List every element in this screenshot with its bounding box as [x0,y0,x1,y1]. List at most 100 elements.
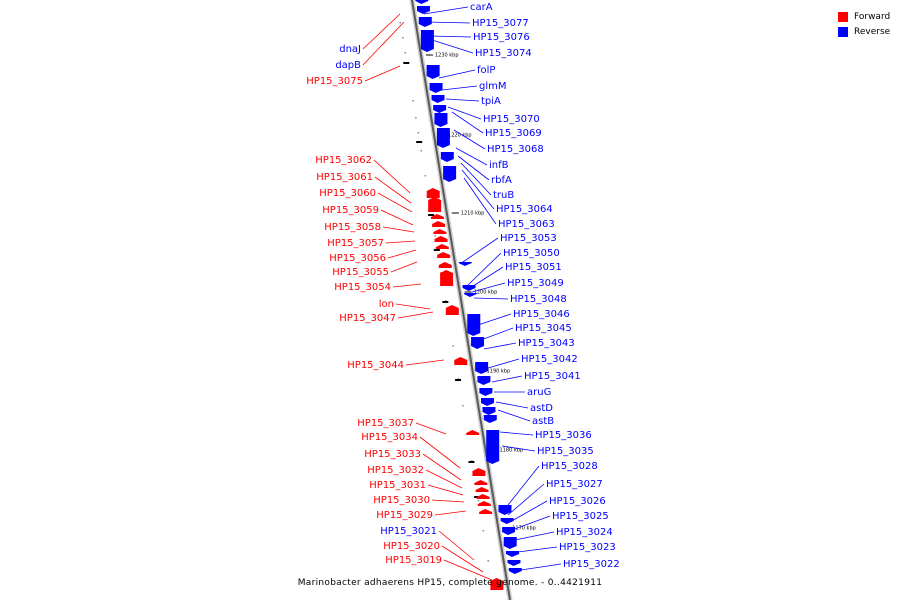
reverse-leader-line [514,531,555,541]
left-tick-mark [468,461,475,463]
forward-swatch [838,11,848,22]
forward-gene-label: HP15_3033 [364,449,421,460]
reverse-gene-label: astB [532,416,554,427]
forward-leader-line [387,249,417,259]
reverse-gene-block [418,17,432,27]
legend-reverse: Reverse [838,24,890,39]
reverse-leader-line [423,6,469,15]
tick-dot [482,530,485,532]
left-tick-mark [428,214,435,216]
forward-gene-label: HP15_3059 [322,205,379,216]
reverse-leader-line [459,237,499,265]
forward-gene-label: HP15_3061 [316,172,373,183]
forward-leader-line [364,65,401,82]
genome-backbone [410,0,512,600]
reverse-gene-label: HP15_3069 [485,128,542,139]
forward-gene-block [490,578,504,590]
reverse-leader-line [455,147,488,166]
reverse-gene-label: glmM [479,81,507,92]
reverse-gene-label: HP15_3024 [556,527,613,538]
forward-gene-block [438,262,452,268]
reverse-gene-block [415,0,429,4]
reverse-leader-line [463,177,497,225]
forward-gene-block [430,214,444,219]
reverse-leader-line [507,483,545,516]
tick-dot [420,150,422,152]
tick-dot [415,117,417,119]
reverse-gene-block [458,262,472,266]
reverse-gene-label: infB [489,160,509,171]
forward-gene-label: HP15_3020 [383,541,440,552]
reverse-leader-line [457,155,490,181]
forward-gene-block [466,430,480,435]
legend-forward: Forward [838,9,890,24]
reverse-leader-line [511,515,551,531]
reverse-gene-block [426,65,440,79]
forward-leader-line [431,499,465,503]
reverse-gene-label: HP15_3043 [518,338,575,349]
forward-leader-line [380,209,414,226]
reverse-gene-label: HP15_3074 [475,48,532,59]
forward-leader-line [415,422,447,435]
reverse-leader-line [495,401,529,409]
forward-gene-label: HP15_3054 [334,282,391,293]
forward-gene-label: HP15_3047 [339,313,396,324]
forward-gene-block [472,468,486,476]
reverse-gene-label: HP15_3070 [483,114,540,125]
forward-gene-block [426,188,440,198]
reverse-gene-label: HP15_3053 [500,233,557,244]
forward-leader-line [397,311,434,319]
legend: Forward Reverse [838,9,890,39]
reverse-gene-block [486,430,500,464]
reverse-gene-block [434,113,448,127]
reverse-gene-label: HP15_3050 [503,248,560,259]
reverse-leader-line [445,98,480,102]
reverse-leader-line [453,129,486,150]
scale-label: 1200 kbp [474,290,498,296]
reverse-leader-line [491,375,523,383]
reverse-gene-label: truB [493,190,514,201]
reverse-gene-label: rbfA [491,175,512,186]
tick-dot [434,235,436,237]
reverse-gene-label: HP15_3027 [546,479,603,490]
reverse-leader-line [501,445,536,452]
tick-dot [399,22,402,24]
forward-gene-label: HP15_3056 [329,253,386,264]
reverse-gene-label: HP15_3076 [473,32,530,43]
reverse-gene-label: HP15_3049 [507,278,564,289]
reverse-gene-label: HP15_3064 [496,204,553,215]
reverse-gene-block [420,30,434,52]
forward-leader-line [434,510,467,516]
reverse-gene-label: HP15_3045 [515,323,572,334]
reverse-gene-label: HP15_3063 [498,219,555,230]
forward-gene-block [428,197,442,212]
legend-reverse-label: Reverse [854,26,891,37]
reverse-leader-line [499,431,534,436]
reverse-gene-label: HP15_3051 [505,262,562,273]
reverse-gene-block [433,105,447,113]
reverse-gene-block [477,376,491,385]
reverse-leader-line [460,162,492,196]
reverse-gene-block [463,293,477,297]
reverse-swatch [838,26,848,37]
reverse-leader-line [509,500,548,523]
forward-gene-block [445,305,459,315]
scale-label: 1230 kbp [435,53,459,59]
forward-leader-line [425,469,463,489]
tick-dot [412,100,414,102]
forward-gene-block [432,221,446,227]
forward-leader-line [422,453,462,481]
reverse-gene-label: HP15_3022 [563,559,620,570]
reverse-leader-line [517,546,558,553]
tick-dot [424,175,427,177]
forward-leader-line [362,13,401,50]
forward-gene-block [433,229,447,234]
reverse-leader-line [431,39,474,54]
forward-gene-label: HP15_3032 [367,465,424,476]
reverse-leader-line [473,297,509,300]
reverse-gene-block [416,6,430,14]
scale-label: 1210 kbp [461,211,485,217]
genome-caption: Marinobacter adhaerens HP15, complete ge… [297,578,603,588]
reverse-leader-line [429,35,472,38]
reverse-gene-block [500,518,514,524]
